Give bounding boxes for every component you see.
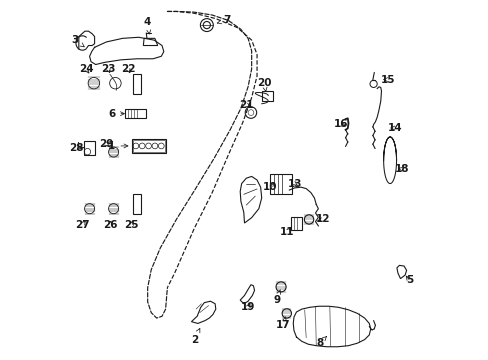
Bar	[132, 194, 140, 214]
Text: 17: 17	[275, 317, 290, 330]
Text: 26: 26	[102, 220, 117, 230]
Text: 8: 8	[316, 337, 326, 348]
Text: 6: 6	[108, 109, 124, 119]
Text: 16: 16	[333, 120, 348, 129]
Text: 24: 24	[79, 64, 93, 74]
Text: 4: 4	[143, 17, 151, 34]
Text: 15: 15	[380, 75, 394, 85]
Text: 11: 11	[280, 227, 294, 237]
Text: 28: 28	[69, 143, 84, 153]
Bar	[125, 109, 146, 118]
Text: 14: 14	[387, 123, 402, 133]
Text: 21: 21	[239, 100, 253, 110]
Text: 22: 22	[121, 64, 135, 74]
Bar	[290, 217, 301, 230]
Text: 13: 13	[287, 179, 301, 189]
Text: 9: 9	[273, 290, 280, 305]
Text: 3: 3	[71, 35, 84, 47]
Text: 18: 18	[394, 164, 409, 174]
Bar	[131, 139, 165, 153]
Text: 5: 5	[405, 275, 412, 285]
Bar	[132, 140, 164, 152]
Bar	[269, 174, 291, 194]
Text: 27: 27	[75, 220, 89, 230]
Text: 10: 10	[262, 182, 276, 192]
Bar	[83, 141, 95, 155]
Text: 1: 1	[108, 141, 128, 151]
Bar	[261, 91, 273, 101]
Text: 7: 7	[217, 15, 230, 26]
Text: 25: 25	[124, 220, 139, 230]
Bar	[132, 74, 140, 94]
Text: 23: 23	[101, 64, 115, 74]
Text: 29: 29	[99, 139, 113, 149]
Text: 19: 19	[241, 302, 255, 312]
Text: 20: 20	[257, 78, 271, 91]
Text: 12: 12	[316, 215, 330, 224]
Text: 2: 2	[190, 328, 200, 345]
